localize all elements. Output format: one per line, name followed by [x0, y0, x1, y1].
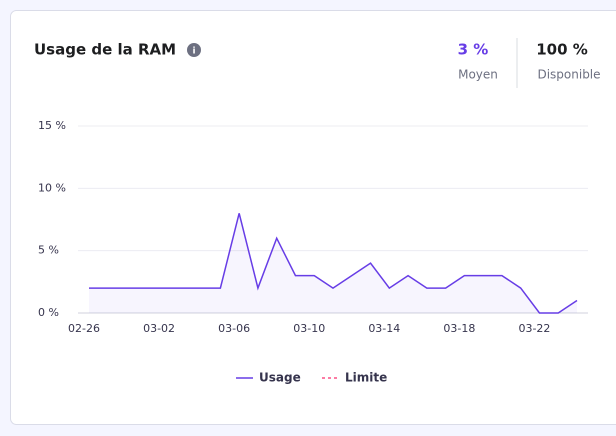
- x-tick-label: 03-18: [443, 322, 475, 335]
- x-tick-label: 03-06: [218, 322, 250, 335]
- x-tick-label: 03-10: [293, 322, 325, 335]
- stat-value: 100 %: [536, 41, 588, 59]
- y-tick-label: 10 %: [38, 181, 66, 194]
- y-tick-label: 15 %: [38, 119, 66, 132]
- x-tick-label: 03-02: [143, 322, 175, 335]
- x-tick-label: 03-14: [368, 322, 400, 335]
- card-title: Usage de la RAM: [34, 41, 176, 59]
- x-tick-label: 02-26: [68, 322, 100, 335]
- y-tick-label: 0 %: [38, 306, 59, 319]
- stat-label: Moyen: [458, 68, 498, 82]
- legend-label: Limite: [345, 371, 387, 385]
- y-tick-label: 5 %: [38, 244, 59, 257]
- card: [11, 11, 616, 425]
- stat-value: 3 %: [458, 41, 489, 59]
- info-glyph: i: [192, 47, 195, 57]
- legend-label: Usage: [259, 371, 301, 385]
- x-tick-label: 03-22: [518, 322, 550, 335]
- stat-label: Disponible: [537, 68, 600, 82]
